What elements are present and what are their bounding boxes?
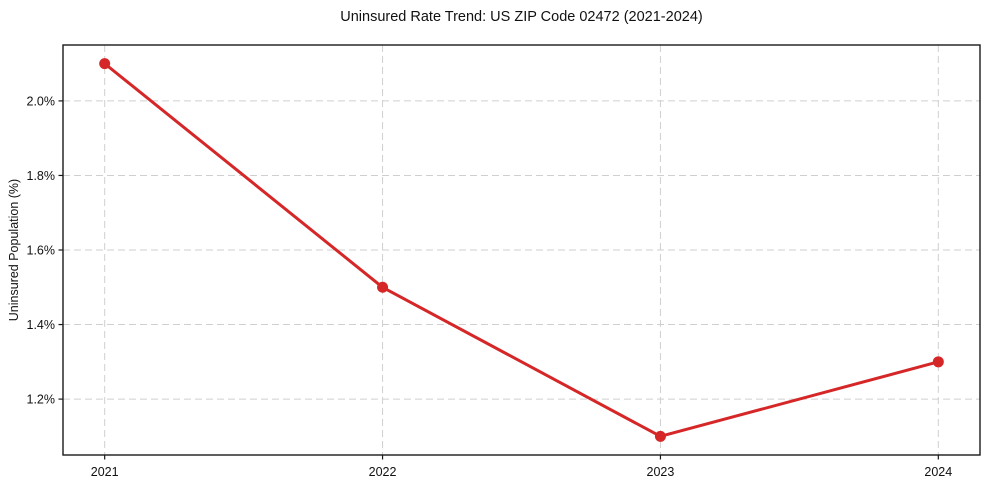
x-tick-label: 2022 <box>369 465 397 479</box>
y-tick-label: 2.0% <box>27 94 56 108</box>
data-point-marker-2022 <box>377 281 389 293</box>
y-tick-label: 1.8% <box>27 169 56 183</box>
data-point-marker-2021 <box>99 58 111 70</box>
data-point-marker-2023 <box>654 430 666 442</box>
x-tick-label: 2021 <box>91 465 119 479</box>
y-tick-label: 1.4% <box>27 318 56 332</box>
x-tick-label: 2023 <box>647 465 675 479</box>
data-point-marker-2024 <box>932 356 944 368</box>
y-axis-label: Uninsured Population (%) <box>7 178 21 322</box>
y-tick-label: 1.6% <box>27 244 56 258</box>
x-tick-label: 2024 <box>924 465 952 479</box>
plot-border <box>62 44 981 456</box>
trend-line <box>103 62 940 438</box>
y-tick-label: 1.2% <box>27 393 56 407</box>
chart-title: Uninsured Rate Trend: US ZIP Code 02472 … <box>340 9 703 25</box>
